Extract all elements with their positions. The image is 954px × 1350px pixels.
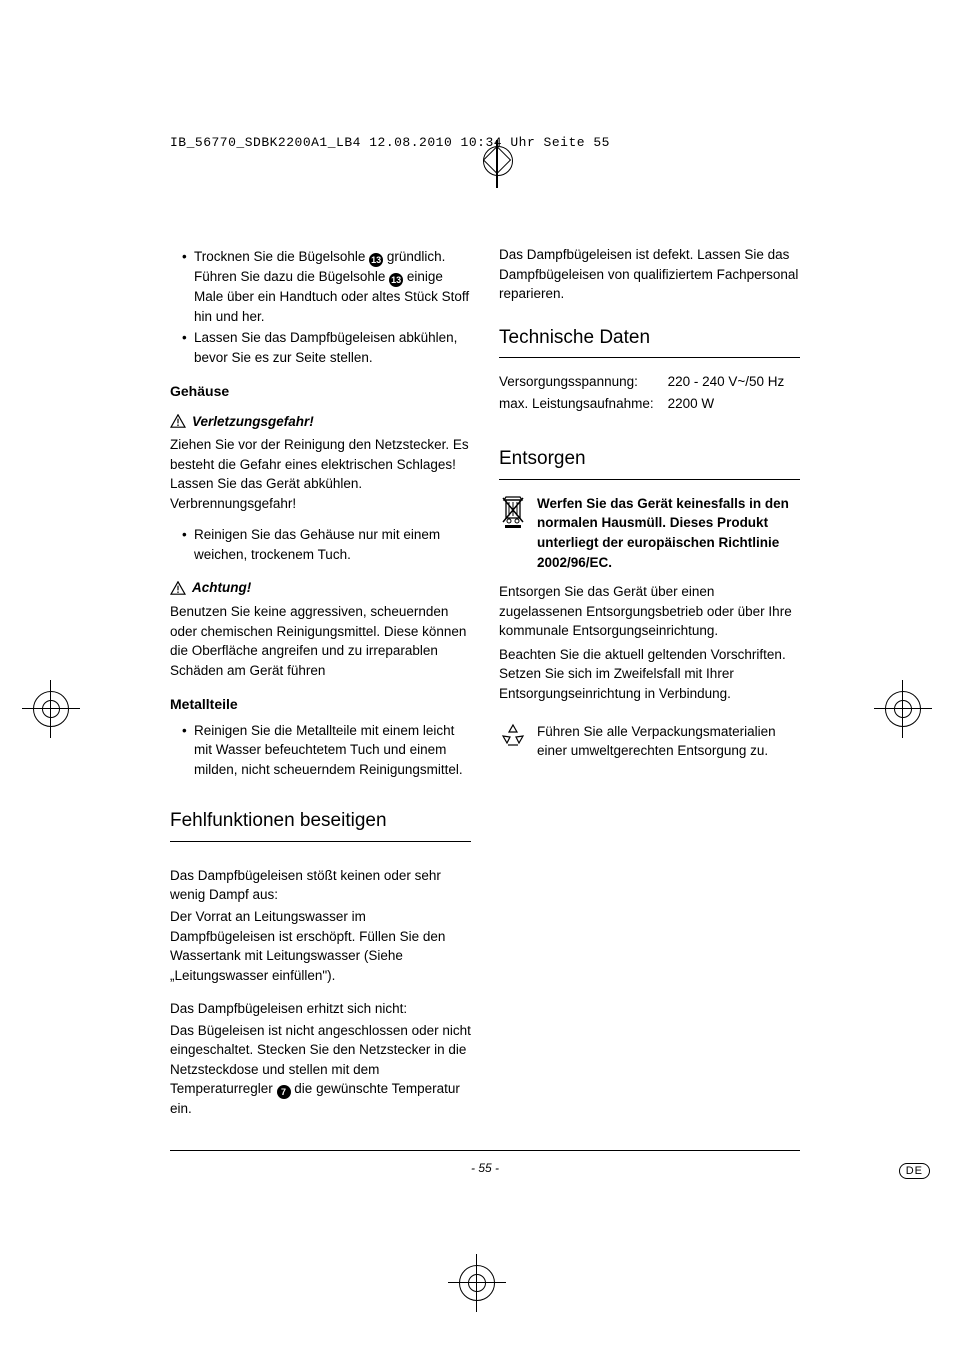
ref-13-icon: 13 xyxy=(369,253,383,267)
top-bullets: Trocknen Sie die Bügelsohle 13 gründlich… xyxy=(182,247,471,367)
metall-bullets: Reinigen Sie die Metallteile mit einem l… xyxy=(182,721,471,780)
warning-triangle-icon xyxy=(170,581,186,595)
spec-value: 2200 W xyxy=(668,394,799,416)
spec-value: 220 - 240 V~/50 Hz xyxy=(668,372,799,394)
heading-fehlfunktionen: Fehlfunktionen beseitigen xyxy=(170,807,471,835)
language-badge: DE xyxy=(899,1163,930,1179)
registration-mark-bottom xyxy=(448,1254,506,1312)
crop-mark-top xyxy=(483,140,511,188)
warning-injury: Verletzungsgefahr! xyxy=(170,412,471,432)
divider xyxy=(499,479,800,480)
divider xyxy=(170,841,471,842)
heading-metallteile: Metallteile xyxy=(170,694,471,714)
registration-mark-right xyxy=(874,680,932,738)
weee-text: Werfen Sie das Gerät keinesfalls in den … xyxy=(537,494,800,572)
page-content: Trocknen Sie die Bügelsohle 13 gründlich… xyxy=(170,245,800,1175)
fault-2-text: Das Bügeleisen ist nicht angeschlossen o… xyxy=(170,1021,471,1119)
registration-mark-left xyxy=(22,680,80,738)
warning-label: Achtung! xyxy=(192,578,251,598)
disposal-p2: Beachten Sie die aktuell geltenden Vorsc… xyxy=(499,645,800,704)
fault-2-heading: Das Dampfbügeleisen erhitzt sich nicht: xyxy=(170,999,471,1019)
defect-text: Das Dampfbügeleisen ist defekt. Lassen S… xyxy=(499,245,800,304)
fault-1-text: Der Vorrat an Leitungswasser im Dampfbüg… xyxy=(170,907,471,985)
print-slug: IB_56770_SDBK2200A1_LB4 12.08.2010 10:34… xyxy=(170,135,610,150)
page-number: - 55 - xyxy=(170,1161,800,1175)
ref-13-icon: 13 xyxy=(389,273,403,287)
recycle-icon xyxy=(499,722,527,756)
heading-technische-daten: Technische Daten xyxy=(499,324,800,352)
footer-rule xyxy=(170,1150,800,1151)
list-item: Reinigen Sie das Gehäuse nur mit einem w… xyxy=(182,525,471,564)
weee-notice: Werfen Sie das Gerät keinesfalls in den … xyxy=(499,494,800,572)
warning-triangle-icon xyxy=(170,414,186,428)
warning-attention: Achtung! xyxy=(170,578,471,598)
recycle-notice: Führen Sie alle Verpackungsmaterialien e… xyxy=(499,722,800,761)
page-footer: - 55 - DE xyxy=(170,1150,800,1175)
list-item: Reinigen Sie die Metallteile mit einem l… xyxy=(182,721,471,780)
recycle-text: Führen Sie alle Verpackungsmaterialien e… xyxy=(537,722,800,761)
heading-gehause: Gehäuse xyxy=(170,381,471,401)
specs-table: Versorgungsspannung:220 - 240 V~/50 Hz m… xyxy=(499,372,798,415)
warning-text: Ziehen Sie vor der Reinigung den Netzste… xyxy=(170,435,471,513)
fault-1-heading: Das Dampfbügeleisen stößt keinen oder se… xyxy=(170,866,471,905)
right-column: Das Dampfbügeleisen ist defekt. Lassen S… xyxy=(499,245,800,1123)
disposal-p1: Entsorgen Sie das Gerät über einen zugel… xyxy=(499,582,800,641)
list-item: Trocknen Sie die Bügelsohle 13 gründlich… xyxy=(182,247,471,326)
warning-label: Verletzungsgefahr! xyxy=(192,412,314,432)
heading-entsorgen: Entsorgen xyxy=(499,445,800,473)
ref-7-icon: 7 xyxy=(277,1085,291,1099)
gehause-bullets: Reinigen Sie das Gehäuse nur mit einem w… xyxy=(182,525,471,564)
left-column: Trocknen Sie die Bügelsohle 13 gründlich… xyxy=(170,245,471,1123)
divider xyxy=(499,357,800,358)
spec-row: max. Leistungsaufnahme:2200 W xyxy=(499,394,798,416)
warning-text: Benutzen Sie keine aggressiven, scheuern… xyxy=(170,602,471,680)
spec-row: Versorgungsspannung:220 - 240 V~/50 Hz xyxy=(499,372,798,394)
spec-label: max. Leistungsaufnahme: xyxy=(499,394,668,416)
weee-bin-icon xyxy=(499,494,527,534)
spec-label: Versorgungsspannung: xyxy=(499,372,668,394)
list-item: Lassen Sie das Dampfbügeleisen abkühlen,… xyxy=(182,328,471,367)
